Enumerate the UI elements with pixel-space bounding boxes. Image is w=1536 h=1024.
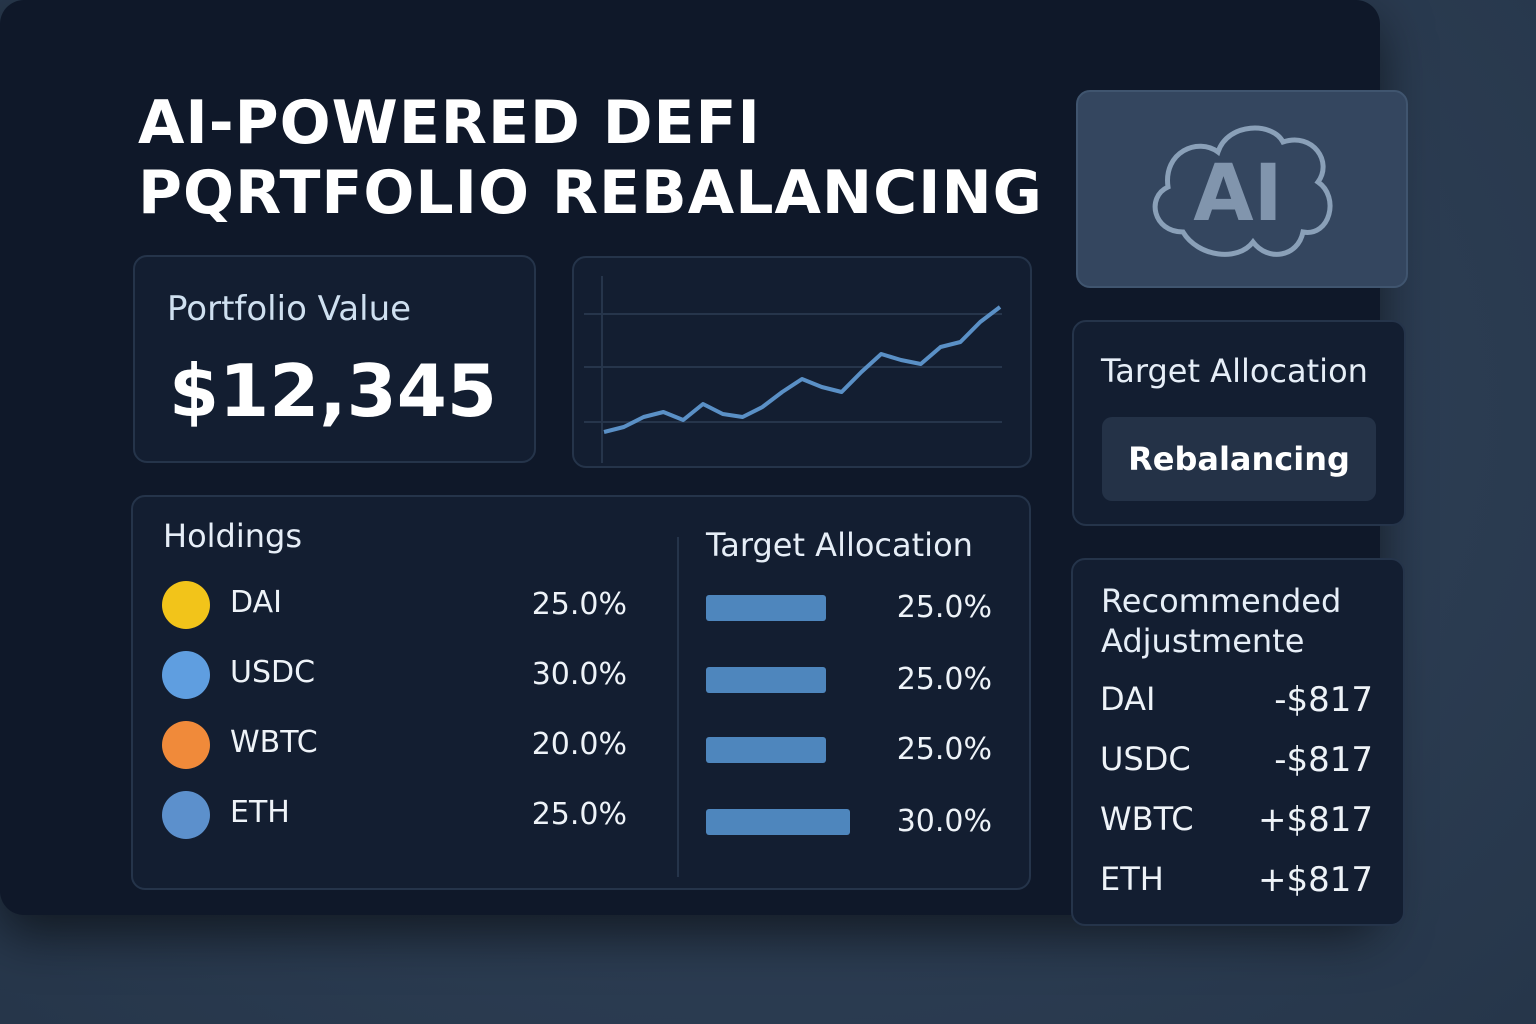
allocation-percent: 30.0% bbox=[896, 804, 992, 839]
coin-icon bbox=[162, 791, 210, 839]
allocation-percent: 25.0% bbox=[896, 732, 992, 767]
target-title: Target Allocation bbox=[706, 526, 973, 564]
target-card-title: Target Allocation bbox=[1101, 352, 1368, 390]
allocation-bar bbox=[706, 595, 826, 621]
coin-icon bbox=[162, 651, 210, 699]
title-line: AI-POWERED DEFI bbox=[138, 88, 761, 158]
holdings-panel bbox=[131, 495, 1031, 890]
adjust-amount: -$817 bbox=[1274, 680, 1373, 720]
allocation-percent: 25.0% bbox=[896, 590, 992, 625]
ai-label: AI bbox=[1193, 149, 1282, 239]
sparkline bbox=[603, 305, 1002, 434]
portfolio-card: Portfolio Value $12,345 bbox=[133, 255, 536, 463]
coin-icon bbox=[162, 581, 210, 629]
sparkline-card bbox=[572, 256, 1032, 468]
allocation-bar bbox=[706, 667, 826, 693]
sparkline-chart bbox=[584, 276, 1002, 463]
allocation-bar bbox=[706, 809, 850, 835]
allocation-percent: 25.0% bbox=[896, 662, 992, 697]
holding-percent: 30.0% bbox=[531, 657, 627, 692]
adjust-asset: DAI bbox=[1100, 680, 1156, 718]
holdings-title: Holdings bbox=[163, 517, 302, 555]
ai-badge: AI bbox=[1076, 90, 1408, 288]
adjust-amount: +$817 bbox=[1257, 860, 1373, 900]
portfolio-label: Portfolio Value bbox=[167, 289, 412, 329]
portfolio-value: $12,345 bbox=[169, 349, 497, 433]
adjust-asset: USDC bbox=[1100, 740, 1191, 778]
adjust-asset: ETH bbox=[1100, 860, 1164, 898]
adjustments-title: Adjustmente bbox=[1101, 622, 1305, 660]
divider bbox=[677, 537, 679, 877]
title-line: PQRTFOLIO REBALANCING bbox=[138, 158, 1043, 228]
adjust-amount: +$817 bbox=[1257, 800, 1373, 840]
target-card: Target Allocation Rebalancing bbox=[1072, 320, 1406, 526]
adjust-amount: -$817 bbox=[1274, 740, 1373, 780]
asset-name: ETH bbox=[230, 795, 290, 830]
holding-percent: 20.0% bbox=[531, 727, 627, 762]
holding-percent: 25.0% bbox=[531, 587, 627, 622]
allocation-bar bbox=[706, 737, 826, 763]
adjustments-card: Recommended Adjustmente bbox=[1071, 558, 1405, 926]
ai-cloud-icon: AI bbox=[1152, 125, 1333, 257]
coin-icon bbox=[162, 721, 210, 769]
asset-name: DAI bbox=[230, 585, 282, 620]
asset-name: USDC bbox=[230, 655, 316, 690]
holding-percent: 25.0% bbox=[531, 797, 627, 832]
adjustments-title: Recommended bbox=[1101, 582, 1342, 620]
adjust-asset: WBTC bbox=[1100, 800, 1194, 838]
asset-name: WBTC bbox=[230, 725, 318, 760]
rebalance-button[interactable]: Rebalancing bbox=[1102, 417, 1376, 501]
